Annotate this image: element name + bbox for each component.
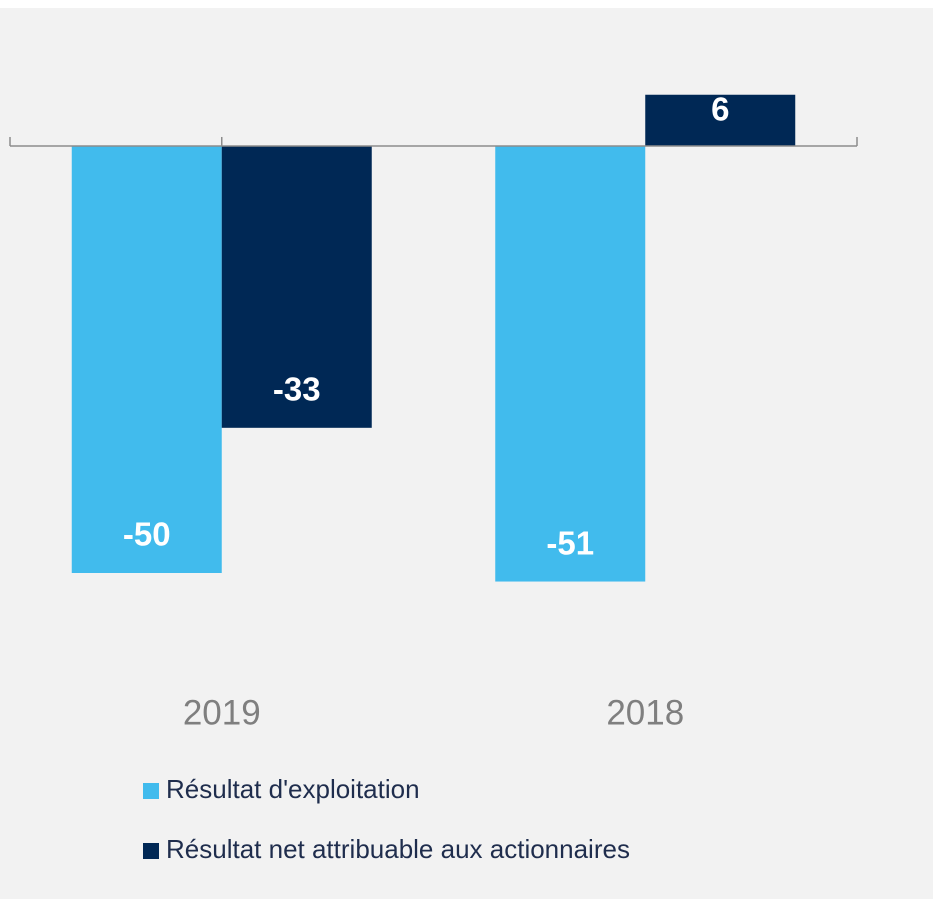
data-label: -33 (273, 371, 321, 408)
legend-swatch (143, 843, 159, 859)
data-label: 6 (711, 90, 729, 127)
bar (221, 145, 372, 428)
bar (71, 145, 222, 573)
bar (645, 94, 796, 146)
bar (495, 145, 646, 582)
legend-label: Résultat net attribuable aux actionnaire… (166, 834, 630, 864)
x-tick-label: 2019 (183, 693, 261, 732)
legend-swatch (143, 783, 159, 799)
data-label: -51 (546, 524, 594, 561)
x-tick-label: 2018 (606, 693, 684, 732)
legend-label: Résultat d'exploitation (166, 774, 420, 804)
data-label: -50 (123, 516, 171, 553)
